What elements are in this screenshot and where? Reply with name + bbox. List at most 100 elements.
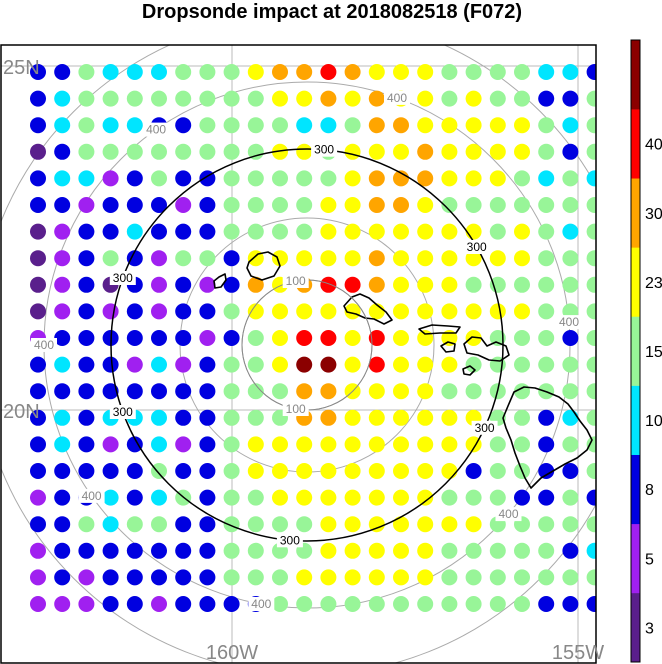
station-dot — [30, 489, 46, 506]
station-dot — [417, 409, 434, 426]
station-dot — [54, 356, 71, 373]
station-dot — [441, 64, 458, 80]
station-dot — [247, 197, 264, 213]
station-dot — [199, 117, 216, 134]
station-dot — [393, 489, 409, 506]
contour-label-bg — [311, 142, 338, 157]
station-dot — [272, 330, 288, 346]
station-dot — [175, 409, 192, 426]
station-dot — [272, 489, 288, 506]
station-dot — [489, 117, 506, 134]
station-dot — [54, 64, 71, 80]
station-dot — [223, 463, 240, 479]
station-dot — [538, 90, 555, 107]
station-dot — [102, 383, 119, 400]
station-dot — [126, 569, 143, 586]
station-dot — [465, 117, 482, 134]
station-dot — [151, 330, 167, 346]
station-dot — [223, 64, 240, 80]
station-dot — [126, 463, 143, 479]
station-dot — [441, 330, 458, 346]
station-dot — [102, 143, 119, 160]
islands — [213, 251, 593, 489]
station-dot — [54, 463, 71, 479]
station-dot — [586, 250, 596, 267]
station-dot — [296, 303, 313, 320]
station-dot — [296, 569, 313, 586]
station-dot — [126, 223, 143, 240]
colorbar: 3 5 8 10 15 23 30 40 — [630, 39, 662, 663]
station-dot — [489, 276, 506, 293]
station-dot — [514, 409, 530, 426]
station-dot — [320, 250, 337, 267]
station-dot — [54, 250, 71, 267]
station-dot — [514, 197, 530, 213]
colorbar-swatch — [631, 316, 640, 386]
contour-300 — [110, 148, 504, 542]
station-dot — [368, 569, 385, 586]
station-dot — [247, 409, 264, 426]
station-dot — [126, 516, 143, 533]
station-dot — [344, 276, 361, 293]
colorbar-swatch — [631, 592, 640, 663]
station-dot — [126, 117, 143, 134]
station-dot — [465, 383, 482, 400]
station-dot — [441, 197, 458, 213]
station-dot — [489, 569, 506, 586]
station-dot — [344, 143, 361, 160]
station-dot — [247, 90, 264, 107]
station-dot — [538, 223, 555, 240]
station-dot — [54, 330, 71, 346]
station-dot — [30, 383, 46, 400]
station-dot — [78, 463, 95, 479]
station-dot — [175, 143, 192, 160]
station-dot — [393, 596, 409, 612]
station-dot — [223, 542, 240, 559]
station-dot — [514, 542, 530, 559]
station-dot — [126, 330, 143, 346]
station-dot — [102, 569, 119, 586]
station-dot — [393, 64, 409, 80]
station-dot — [562, 542, 579, 559]
contour-label-bg — [109, 271, 136, 285]
contour-label: 300 — [113, 271, 133, 285]
station-dot — [393, 276, 409, 293]
station-dot — [417, 197, 434, 213]
station-dot — [538, 596, 555, 612]
station-dot — [586, 356, 596, 373]
station-dot — [586, 409, 596, 426]
station-dot — [489, 90, 506, 107]
station-dot — [344, 356, 361, 373]
station-dot — [175, 596, 192, 612]
station-dot — [320, 569, 337, 586]
station-dot — [393, 463, 409, 479]
station-dot — [223, 569, 240, 586]
station-dot — [344, 409, 361, 426]
station-dot — [126, 356, 143, 373]
station-dot — [465, 569, 482, 586]
station-dot — [465, 596, 482, 612]
station-dot — [344, 516, 361, 533]
station-dot — [441, 409, 458, 426]
map-title: Dropsonde impact at 2018082518 (F072) — [142, 1, 522, 23]
station-dot — [272, 356, 288, 373]
station-dot — [223, 436, 240, 453]
station-dot — [441, 436, 458, 453]
station-dot — [223, 383, 240, 400]
station-dot — [368, 516, 385, 533]
station-dot — [78, 64, 95, 80]
station-dot — [368, 117, 385, 134]
station-dot — [151, 250, 167, 267]
station-dot — [514, 436, 530, 453]
station-dot — [562, 356, 579, 373]
station-dot — [320, 64, 337, 80]
station-dot — [54, 276, 71, 293]
station-dot — [247, 330, 264, 346]
station-dot — [368, 409, 385, 426]
station-dot — [199, 197, 216, 213]
station-dot — [465, 223, 482, 240]
contour-label-bg — [276, 533, 303, 548]
station-dot — [102, 64, 119, 80]
station-dot — [223, 303, 240, 320]
station-dot — [441, 463, 458, 479]
